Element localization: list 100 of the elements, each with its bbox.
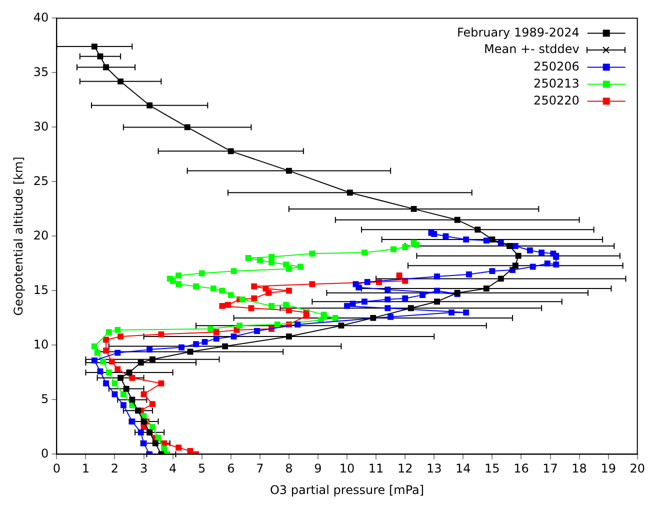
point [489, 236, 496, 242]
point [118, 334, 124, 340]
point [466, 271, 472, 278]
point [114, 326, 121, 333]
point [512, 243, 518, 249]
x-tick-label: 19 [600, 462, 616, 476]
point [245, 255, 252, 261]
x-tick-label: 7 [256, 462, 264, 476]
point [286, 168, 292, 174]
point [118, 78, 124, 84]
point [309, 281, 316, 288]
x-tick-label: 10 [339, 462, 355, 476]
point [550, 250, 556, 257]
point [106, 369, 112, 376]
point [129, 418, 136, 424]
point [463, 236, 470, 242]
x-tick-label: 9 [314, 462, 322, 476]
point [106, 329, 112, 336]
point [202, 338, 208, 345]
point [530, 264, 536, 270]
point [364, 279, 370, 285]
point [483, 238, 490, 244]
legend-label: February 1989-2024 [456, 25, 580, 40]
point [158, 331, 164, 338]
point [210, 286, 216, 292]
point [434, 298, 440, 305]
point [483, 286, 490, 292]
point [515, 252, 522, 259]
point [384, 286, 391, 293]
point [103, 336, 110, 343]
point [283, 302, 290, 308]
x-axis-title: O3 partial pressure [mPa] [270, 482, 424, 497]
point [208, 326, 214, 332]
x-tick-label: 4 [168, 462, 177, 476]
point [114, 350, 121, 356]
legend-label: 250206 [534, 59, 580, 74]
point [126, 369, 132, 376]
point [361, 298, 368, 305]
point [134, 408, 141, 414]
annotation: Mean +- stddev [484, 42, 580, 58]
point [129, 396, 136, 403]
point [402, 244, 408, 250]
point [176, 444, 182, 451]
point [338, 322, 344, 329]
point [150, 401, 156, 408]
point [390, 246, 396, 252]
point [225, 302, 231, 308]
x-tick-label: 16 [514, 462, 529, 476]
x-tick-label: 13 [426, 462, 442, 476]
point [298, 264, 304, 270]
point [286, 288, 292, 294]
point [108, 358, 115, 365]
x-tick-label: 12 [397, 462, 413, 476]
point [100, 358, 106, 365]
point [184, 124, 190, 130]
point [155, 434, 162, 441]
point [350, 300, 356, 307]
point [94, 350, 100, 356]
point [91, 343, 98, 350]
point [512, 262, 518, 269]
y-tick-label: 5 [41, 392, 49, 406]
point [286, 307, 292, 314]
point [138, 360, 144, 366]
y-tick-label: 20 [33, 228, 49, 242]
point [91, 44, 98, 50]
y-axis-title: Geopotential altitude [km] [11, 156, 26, 316]
x-tick-label: 6 [227, 462, 235, 476]
point [114, 366, 121, 372]
point [150, 356, 156, 362]
point [474, 226, 481, 233]
legend-label: 250213 [534, 76, 580, 90]
point [266, 290, 272, 296]
point [463, 310, 470, 316]
point [213, 329, 220, 336]
point [553, 262, 560, 268]
point [420, 292, 426, 298]
point [146, 102, 153, 108]
x-tick-label: 5 [198, 462, 206, 476]
point [198, 270, 205, 276]
point [268, 254, 274, 260]
point [448, 310, 455, 316]
point [251, 295, 258, 302]
point [286, 334, 292, 340]
point [138, 429, 144, 436]
legend-label: 250220 [534, 93, 580, 108]
y-tick-label: 0 [41, 446, 49, 460]
point [176, 281, 182, 288]
point [268, 259, 274, 266]
point [140, 418, 147, 424]
point [248, 305, 254, 312]
x-tick-label: 17 [542, 462, 558, 476]
point [254, 328, 260, 334]
point [506, 243, 513, 249]
point [352, 281, 359, 288]
point [166, 276, 173, 282]
x-tick-label: 15 [484, 462, 500, 476]
point [150, 424, 156, 430]
point [408, 305, 414, 312]
point [410, 206, 417, 212]
x-tick-label: 14 [456, 462, 471, 476]
